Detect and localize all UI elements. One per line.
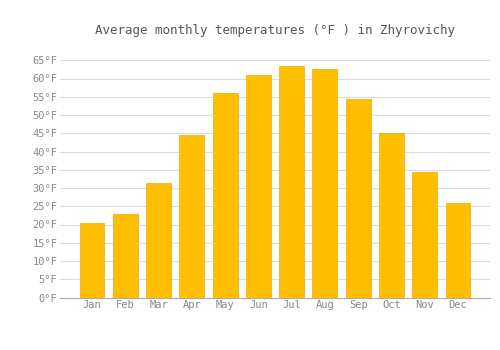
- Bar: [312, 69, 338, 297]
- Bar: [412, 172, 437, 298]
- Bar: [113, 214, 138, 298]
- Bar: [246, 75, 271, 298]
- Bar: [379, 133, 404, 298]
- Bar: [180, 135, 204, 298]
- Bar: [346, 99, 370, 298]
- Bar: [279, 66, 304, 297]
- Title: Average monthly temperatures (°F ) in Zhyrovichy: Average monthly temperatures (°F ) in Zh…: [95, 24, 455, 37]
- Bar: [80, 223, 104, 298]
- Bar: [446, 203, 470, 298]
- Bar: [146, 183, 171, 298]
- Bar: [212, 93, 238, 298]
